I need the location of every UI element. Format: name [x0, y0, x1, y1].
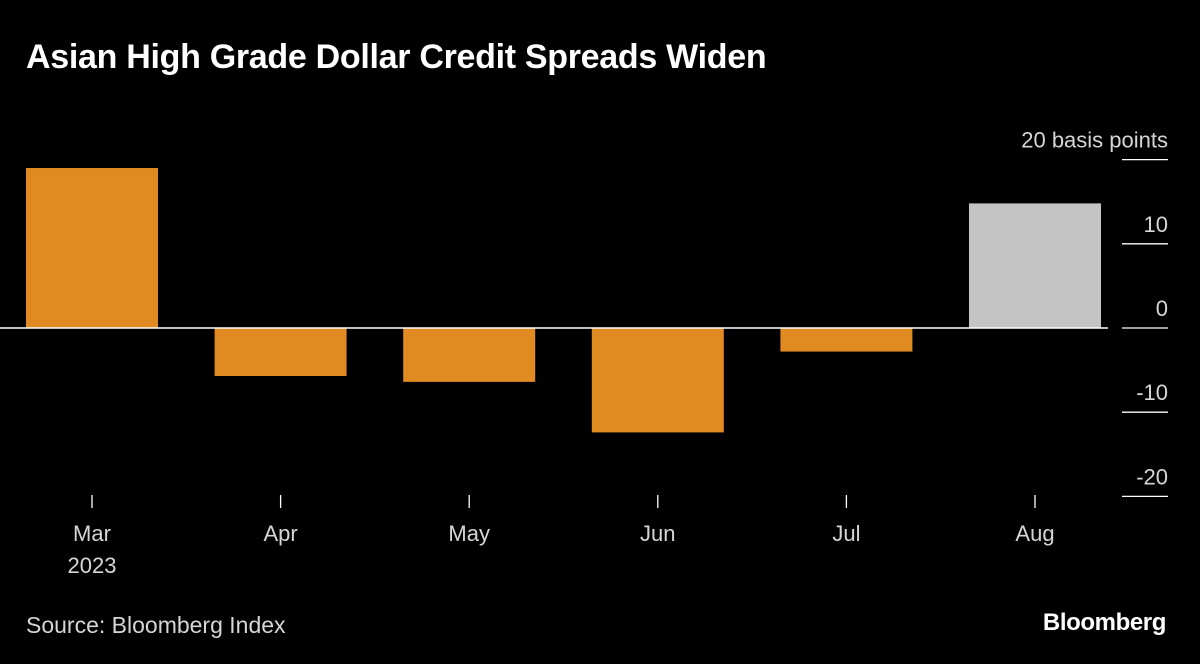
x-tick-label: May: [448, 521, 490, 546]
x-tick-label: Aug: [1015, 521, 1054, 546]
y-tick-label: -20: [1136, 464, 1168, 489]
x-tick-label: Mar: [73, 521, 111, 546]
x-tick-label: Jun: [640, 521, 675, 546]
x-tick-label: Apr: [263, 521, 297, 546]
y-tick-label: 10: [1144, 212, 1168, 237]
bar-mar: [26, 168, 158, 328]
y-tick-label: 0: [1156, 296, 1168, 321]
bar-aug: [969, 203, 1101, 328]
bar-jun: [591, 328, 724, 433]
bars-layer: [26, 168, 1101, 433]
chart-title: Asian High Grade Dollar Credit Spreads W…: [26, 38, 767, 76]
bar-apr: [214, 328, 347, 376]
x-tick-label: Jul: [832, 521, 860, 546]
bloomberg-logo: Bloomberg: [1042, 609, 1166, 636]
y-tick-label: -10: [1136, 380, 1168, 405]
bar-jul: [780, 328, 913, 352]
source-note: Source: Bloomberg Index: [26, 612, 286, 638]
x-year-label: 2023: [68, 553, 117, 578]
y-unit-label: basis points: [1052, 128, 1168, 153]
bar-may: [403, 328, 536, 382]
y-tick-label: 20 basis points: [1021, 128, 1168, 153]
y-axis: 20 basis points 10 0 -10 -20: [1021, 128, 1168, 498]
x-axis: Mar 2023 Apr May Jun Jul Aug: [68, 495, 1055, 578]
